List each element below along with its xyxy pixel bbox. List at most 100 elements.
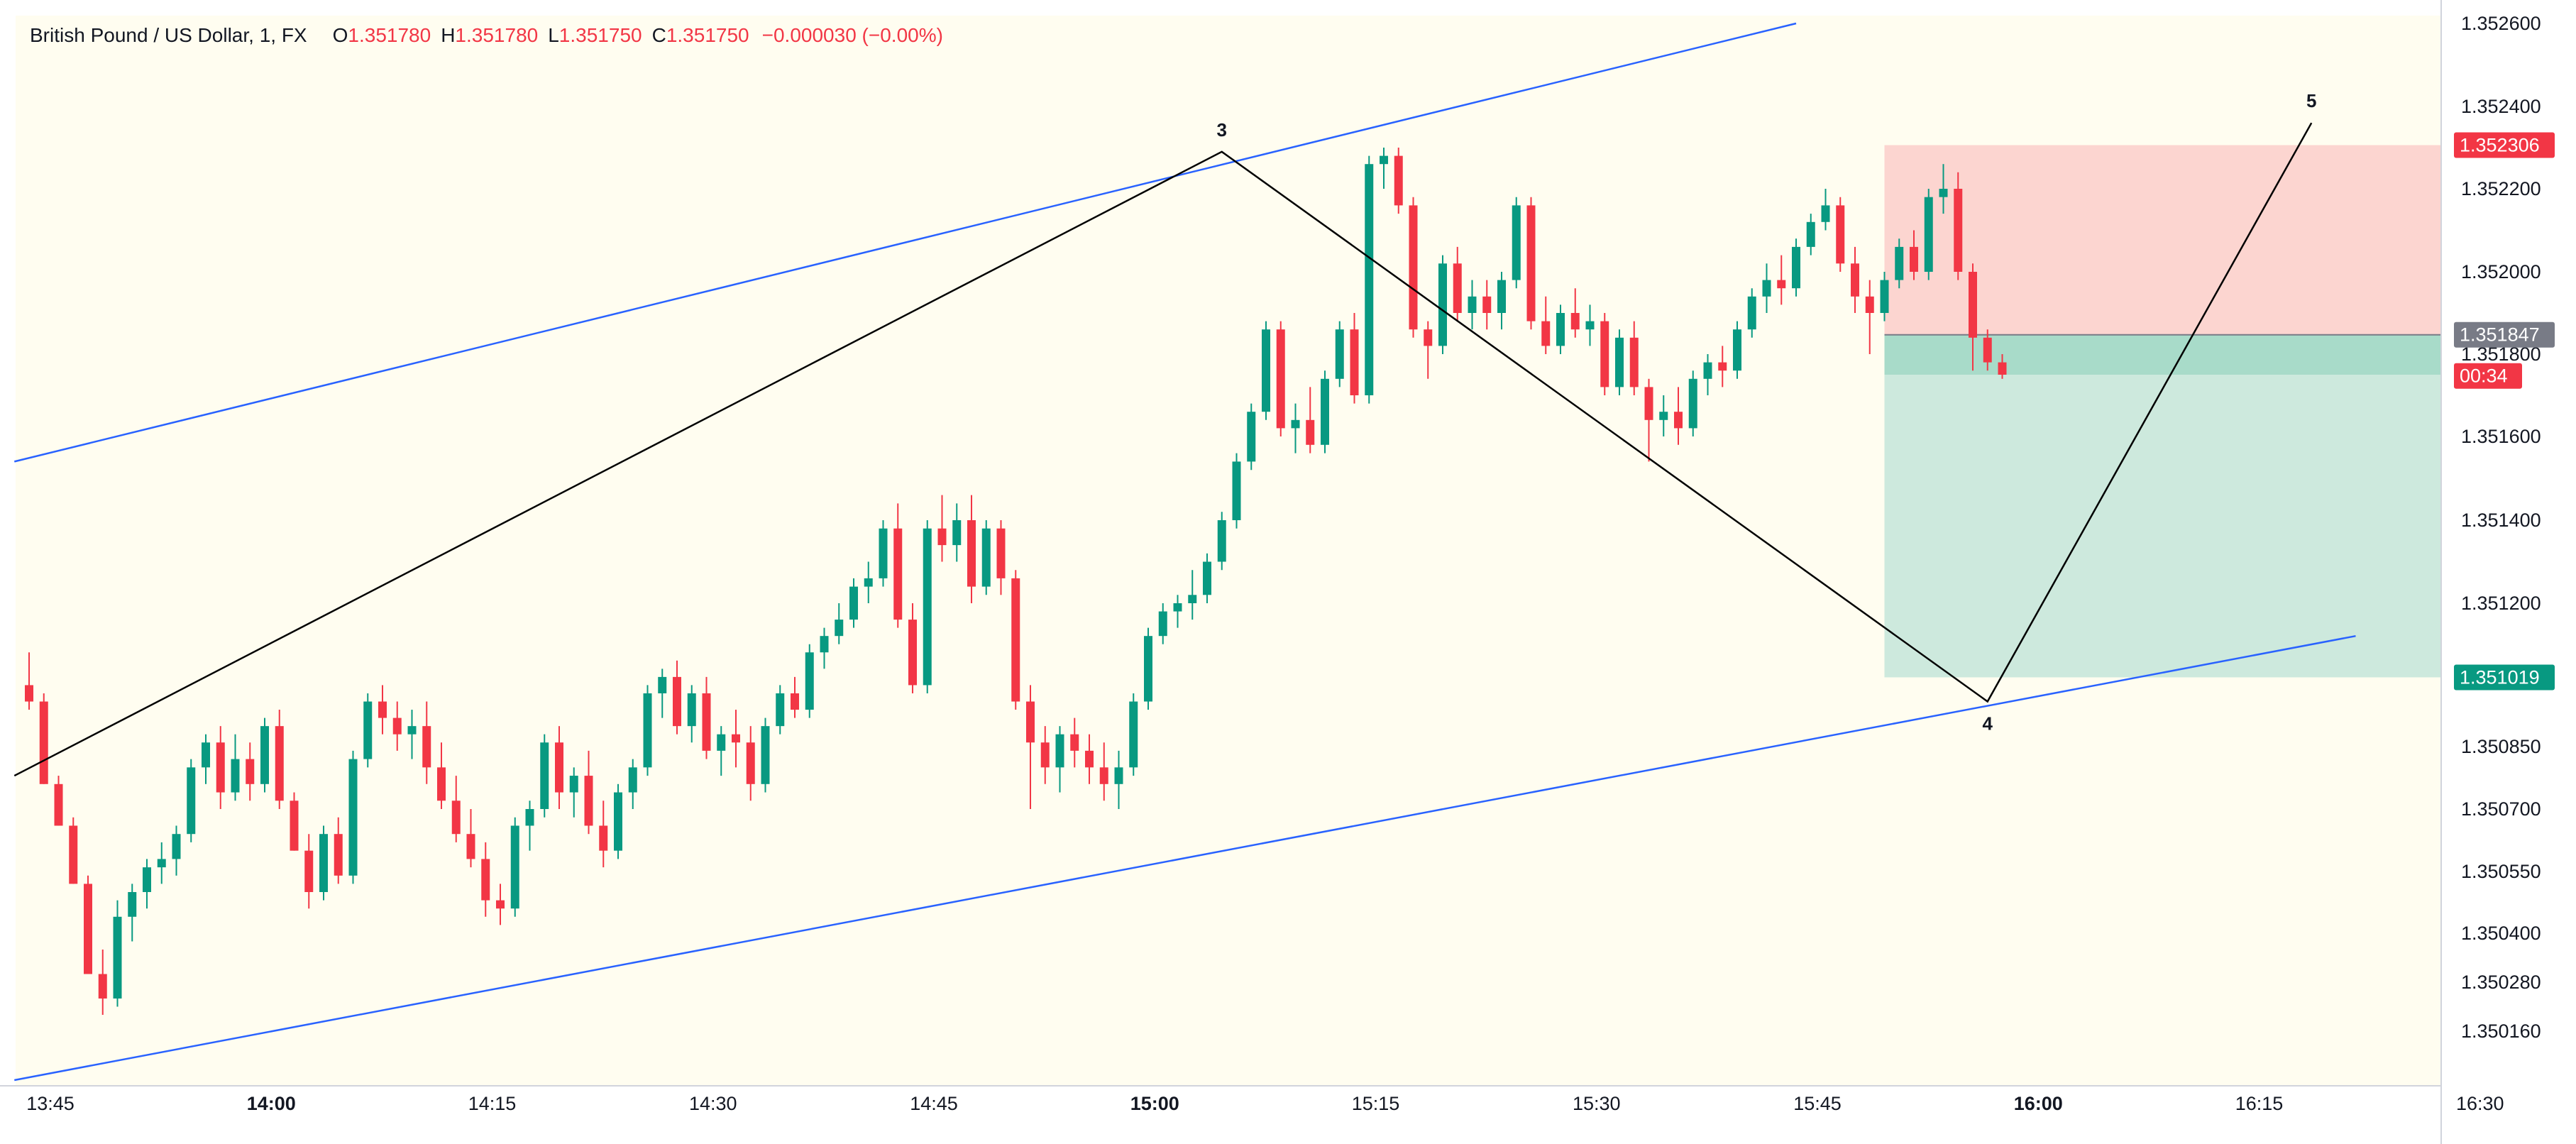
candle[interactable] [1895, 238, 1904, 289]
candle[interactable] [643, 685, 652, 776]
candle[interactable] [1144, 627, 1152, 710]
time-axis[interactable]: 13:45 14:00 14:15 14:30 14:45 15:00 15:15 15:30… [26, 1093, 2576, 1114]
candle[interactable] [1365, 155, 1374, 404]
candle[interactable] [835, 603, 844, 644]
candle[interactable] [1482, 280, 1492, 330]
candle[interactable] [687, 685, 696, 743]
candle[interactable] [1203, 553, 1211, 603]
candle[interactable] [1792, 238, 1800, 297]
candle[interactable] [113, 900, 122, 1007]
candle[interactable] [422, 701, 431, 784]
candle[interactable] [1865, 280, 1874, 354]
candle[interactable] [1129, 693, 1138, 776]
candle[interactable] [363, 693, 373, 768]
candle[interactable] [614, 783, 622, 859]
candle[interactable] [1910, 230, 1918, 280]
candle[interactable] [952, 503, 962, 562]
candle[interactable] [1188, 570, 1197, 620]
candle[interactable] [1321, 370, 1329, 453]
candle[interactable] [1276, 321, 1285, 436]
candle[interactable] [1394, 148, 1403, 214]
candle[interactable] [1350, 313, 1359, 404]
candle[interactable] [540, 734, 549, 818]
channel-line-2[interactable] [14, 634, 2356, 1082]
candle[interactable] [1217, 512, 1226, 571]
candle[interactable] [1158, 603, 1167, 644]
price-tag[interactable]: 00:34 [2454, 363, 2522, 389]
candle[interactable] [260, 717, 269, 793]
candle[interactable] [1954, 172, 1963, 280]
candle[interactable] [1409, 197, 1418, 338]
candle[interactable] [466, 809, 475, 868]
candle[interactable] [1291, 403, 1300, 453]
candle[interactable] [1585, 304, 1595, 346]
candle[interactable] [54, 776, 63, 826]
candle[interactable] [1718, 346, 1727, 387]
candle[interactable] [392, 701, 402, 751]
candle[interactable] [864, 561, 873, 604]
candle[interactable] [187, 759, 196, 842]
candle[interactable] [908, 603, 917, 693]
candle[interactable] [407, 710, 417, 759]
candle[interactable] [805, 644, 814, 718]
candle[interactable] [348, 750, 358, 884]
candle[interactable] [937, 495, 947, 562]
candle[interactable] [128, 884, 137, 942]
candle[interactable] [1173, 595, 1182, 628]
candle[interactable] [628, 759, 637, 809]
candle[interactable] [1629, 321, 1639, 395]
candle[interactable] [1099, 742, 1108, 801]
candle[interactable] [1040, 726, 1050, 784]
price-tag[interactable]: 1.352306 [2454, 132, 2555, 158]
candle[interactable] [658, 669, 667, 718]
candle[interactable] [1438, 255, 1447, 354]
candle[interactable] [1232, 453, 1241, 529]
candle[interactable] [39, 693, 48, 784]
candle[interactable] [702, 676, 711, 759]
take-profit-zone[interactable] [1884, 334, 2474, 678]
candle[interactable] [1468, 280, 1477, 330]
candle[interactable] [275, 710, 284, 809]
candle[interactable] [849, 578, 858, 628]
candle[interactable] [525, 801, 534, 851]
candle[interactable] [231, 734, 240, 801]
candle[interactable] [1526, 197, 1536, 330]
candle[interactable] [1688, 370, 1697, 436]
candle[interactable] [1939, 164, 1948, 214]
candle[interactable] [319, 825, 328, 901]
candle[interactable] [746, 726, 755, 801]
candle[interactable] [1600, 313, 1609, 395]
candle[interactable] [1733, 321, 1741, 379]
symbol-title[interactable]: British Pound / US Dollar, 1, FX [30, 24, 307, 46]
candle[interactable] [1570, 288, 1580, 338]
candle[interactable] [1924, 189, 1933, 280]
candle[interactable] [1983, 329, 1992, 371]
candle[interactable] [1556, 304, 1565, 354]
candle[interactable] [304, 834, 314, 909]
candle[interactable] [1851, 246, 1859, 313]
candle[interactable] [1821, 189, 1830, 231]
candle[interactable] [437, 742, 446, 809]
candle[interactable] [732, 710, 740, 768]
candle[interactable] [1777, 255, 1786, 305]
candle[interactable] [555, 726, 563, 809]
price-tag[interactable]: 1.351019 [2454, 664, 2555, 691]
candle[interactable] [923, 520, 932, 693]
candle[interactable] [84, 875, 92, 974]
candle[interactable] [967, 495, 976, 603]
candle[interactable] [1703, 354, 1712, 395]
candle[interactable] [481, 842, 490, 917]
candle[interactable] [1380, 148, 1388, 189]
candle[interactable] [791, 676, 799, 718]
candle[interactable] [496, 884, 505, 925]
price-axis[interactable]: 1.3526001.3524001.3522001.3520001.351800… [2461, 13, 2541, 1042]
candle[interactable] [216, 726, 225, 809]
candle[interactable] [172, 825, 181, 876]
candle[interactable] [717, 726, 726, 776]
candle[interactable] [761, 717, 770, 793]
candle[interactable] [98, 950, 107, 1015]
candle[interactable] [1011, 570, 1020, 710]
candle[interactable] [510, 817, 519, 917]
elliott-wave-path[interactable] [13, 122, 2313, 777]
